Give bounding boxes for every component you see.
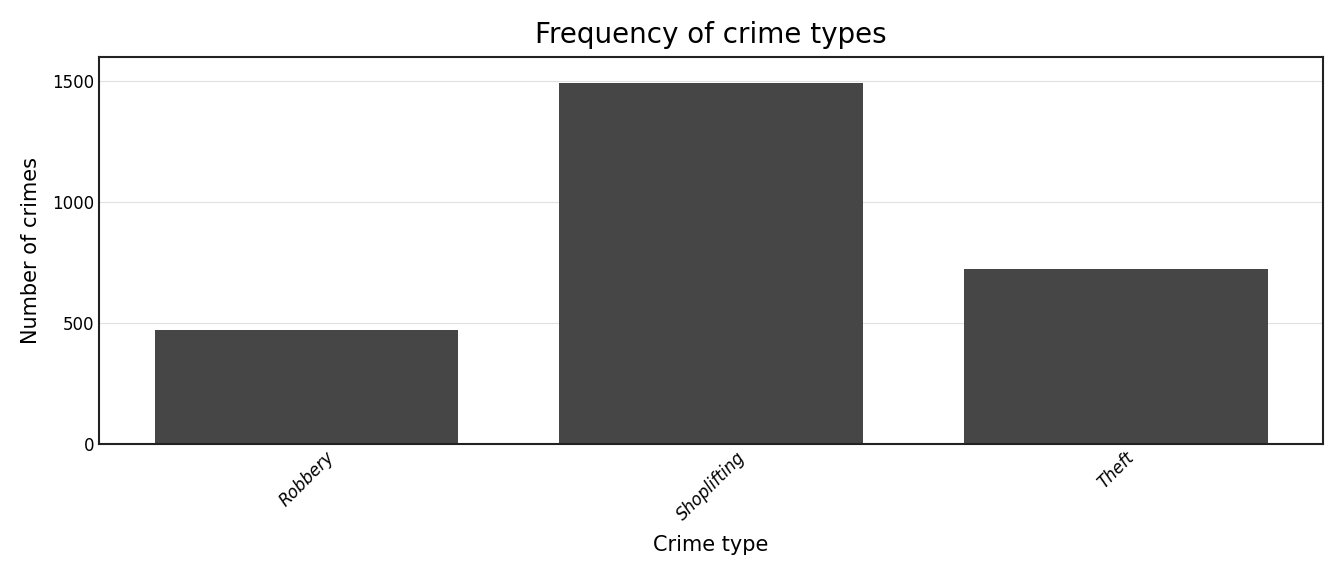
Y-axis label: Number of crimes: Number of crimes — [22, 157, 40, 344]
X-axis label: Crime type: Crime type — [653, 535, 769, 555]
Bar — [964, 268, 1267, 444]
Bar — [559, 84, 863, 444]
Title: Frequency of crime types: Frequency of crime types — [535, 21, 887, 49]
Bar — [155, 330, 458, 444]
